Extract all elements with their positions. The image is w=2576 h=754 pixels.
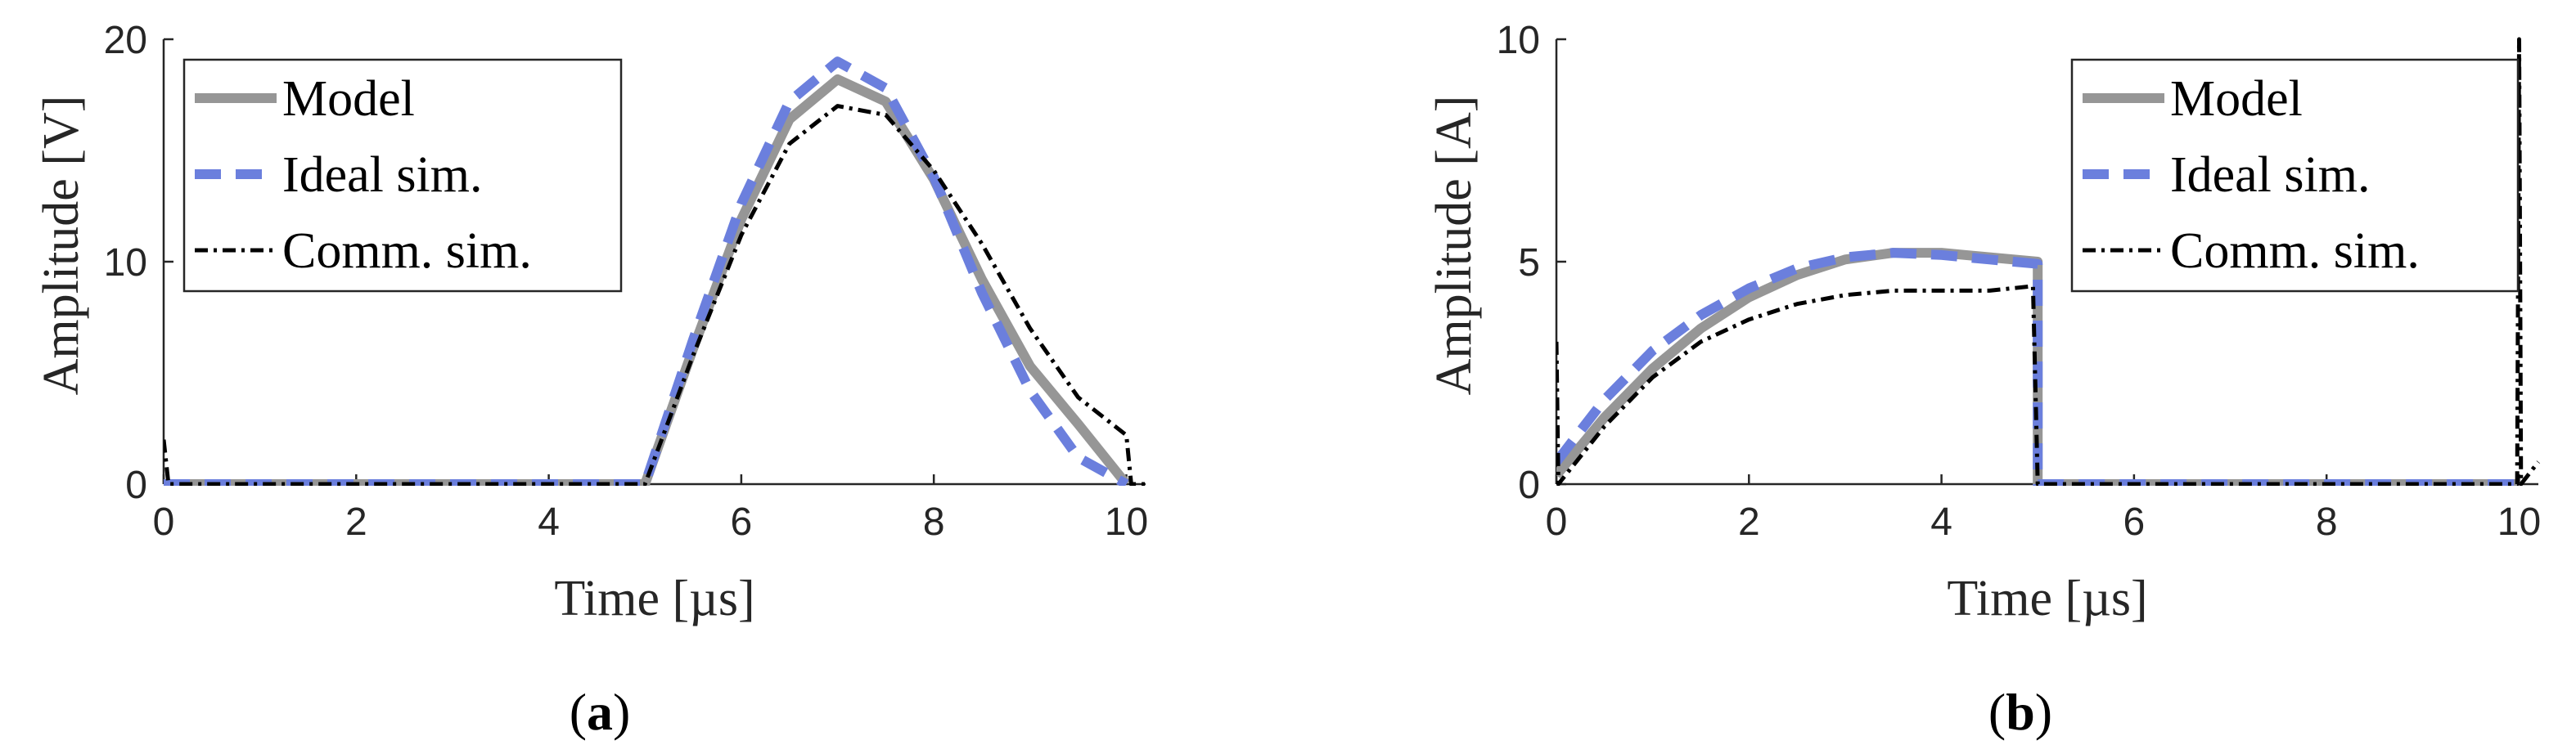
legend-b: Model Ideal sim. Comm. sim. [2070, 58, 2520, 293]
y-tick-label-a-10: 10 [104, 241, 147, 285]
caption-a: (a) [570, 683, 631, 741]
x-tick-label-b-2: 2 [1738, 500, 1760, 544]
x-tick-label-a-6: 6 [731, 500, 753, 544]
series-group-b [1556, 37, 2540, 486]
plot-area-a: 0 2 4 6 8 10 0 10 20 [104, 19, 1149, 544]
series-line-b-2 [1556, 37, 2540, 486]
y-tick-label-b-10: 10 [1497, 19, 1540, 62]
x-tick-label-a-10: 10 [1105, 500, 1148, 544]
y-axis-title-b: Amplitude [A] [1426, 96, 1482, 396]
y-tick-label-a-20: 20 [104, 19, 147, 62]
x-axis-title-b: Time [µs] [1947, 571, 2147, 626]
x-tick-label-b-4: 4 [1930, 500, 1952, 544]
series-line-a-2 [164, 104, 1146, 486]
series-line-b-1 [1556, 248, 2520, 486]
y-tick-label-a-0: 0 [125, 464, 147, 507]
x-tick-label-a-8: 8 [923, 500, 945, 544]
x-axis-title-a: Time [µs] [554, 571, 754, 626]
x-tick-label-b-6: 6 [2123, 500, 2146, 544]
legend-label-b-1: Ideal sim. [2170, 147, 2371, 203]
y-tick-label-b-0: 0 [1518, 464, 1540, 507]
legend-label-b-0: Model [2170, 71, 2303, 127]
legend-label-a-0: Model [282, 71, 415, 127]
series-group-a [164, 56, 1146, 486]
x-tick-label-b-8: 8 [2316, 500, 2338, 544]
x-tick-label-a-4: 4 [538, 500, 560, 544]
series-line-a-1 [164, 56, 1129, 486]
x-tick-label-b-0: 0 [1546, 500, 1568, 544]
legend-label-a-2: Comm. sim. [282, 223, 532, 279]
legend-label-b-2: Comm. sim. [2170, 223, 2420, 279]
x-tick-label-a-0: 0 [153, 500, 175, 544]
x-tick-label-b-10: 10 [2497, 500, 2541, 544]
x-tick-label-a-2: 2 [345, 500, 367, 544]
panel-b: 0 2 4 6 8 10 0 5 10 Model Ideal sim. Comm. sim. Ti… [1426, 19, 2541, 741]
legend-a: Model Ideal sim. Comm. sim. [182, 58, 623, 293]
legend-label-a-1: Ideal sim. [282, 147, 483, 203]
caption-b: (b) [1988, 683, 2052, 741]
y-axis-title-a: Amplitude [V] [34, 96, 89, 396]
panel-a: 0 2 4 6 8 10 0 10 20 Model Ideal sim. Comm. sim. T… [34, 19, 1148, 741]
plot-area-b: 0 2 4 6 8 10 0 5 10 [1497, 19, 2542, 544]
y-tick-label-b-5: 5 [1518, 241, 1540, 285]
